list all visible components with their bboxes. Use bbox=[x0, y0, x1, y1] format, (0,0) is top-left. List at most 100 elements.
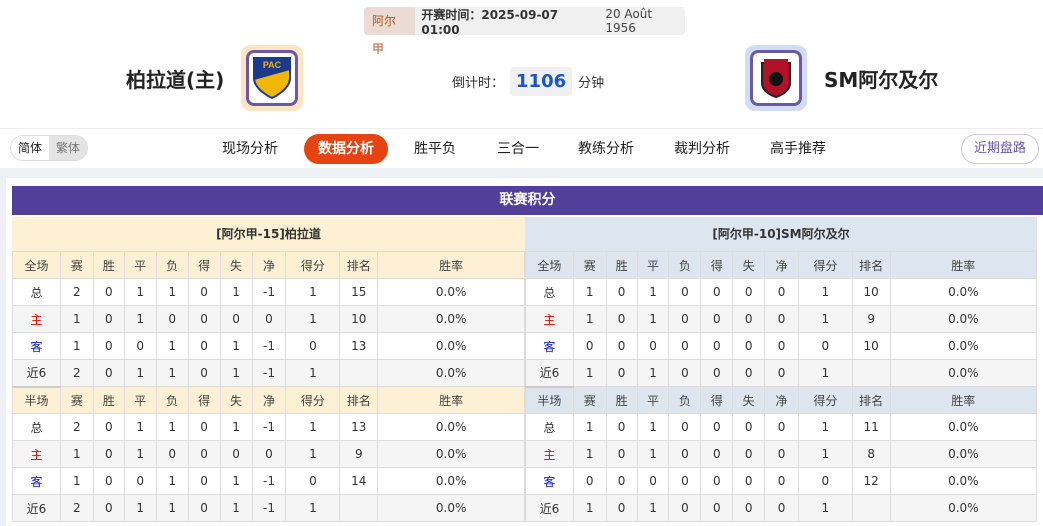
away-team-logo[interactable] bbox=[745, 45, 807, 111]
countdown-unit: 分钟 bbox=[578, 76, 605, 91]
column-header: 胜 bbox=[92, 251, 125, 279]
row-label: 客 bbox=[525, 467, 574, 495]
table-cell: 0 bbox=[798, 467, 853, 495]
column-header: 得 bbox=[700, 251, 734, 279]
table-row: 主 1 0 1 0 0 0 0 1 9 0.0% bbox=[12, 440, 525, 468]
table-cell: 1 bbox=[572, 413, 607, 441]
table-cell: 1 bbox=[798, 305, 853, 333]
home-team-logo[interactable]: PAC bbox=[241, 45, 303, 111]
table-cell: 0.0% bbox=[377, 494, 525, 522]
column-header: 胜 bbox=[92, 386, 125, 414]
table-cell: 0 bbox=[732, 278, 766, 306]
away-team-name[interactable]: SM阿尔及尔 bbox=[824, 68, 939, 92]
recent-odds-button[interactable]: 近期盘路 bbox=[960, 134, 1039, 164]
table-cell: 10 bbox=[851, 278, 891, 306]
countdown-value: 1106 bbox=[510, 67, 573, 96]
language-toggle[interactable]: 简体 繁体 bbox=[10, 135, 89, 161]
table-cell: 0 bbox=[187, 494, 221, 522]
table-cell: 0 bbox=[764, 332, 799, 360]
column-header: 赛 bbox=[59, 251, 94, 279]
column-header: 得分 bbox=[285, 386, 341, 414]
table-cell: 1 bbox=[219, 413, 253, 441]
table-cell: 1 bbox=[123, 359, 157, 387]
table-cell: 1 bbox=[798, 494, 853, 522]
table-cell: 1 bbox=[285, 413, 341, 441]
table-cell: 0 bbox=[732, 440, 766, 468]
table-cell: 0 bbox=[700, 359, 734, 387]
table-cell: 1 bbox=[572, 359, 607, 387]
table-cell: 0 bbox=[732, 305, 766, 333]
table-cell: -1 bbox=[251, 494, 287, 522]
tab-expert-picks[interactable]: 高手推荐 bbox=[770, 141, 826, 157]
table-cell: 0 bbox=[764, 278, 799, 306]
column-header: 失 bbox=[219, 386, 253, 414]
table-cell: 0 bbox=[187, 359, 221, 387]
tab-data-analysis[interactable]: 数据分析 bbox=[304, 134, 388, 164]
full-header-row: 全场赛胜平负得失净得分 排名 胜率 bbox=[525, 251, 1038, 279]
column-header: 胜率 bbox=[377, 386, 525, 414]
table-cell: 0 bbox=[285, 332, 341, 360]
table-cell: 1 bbox=[155, 413, 189, 441]
table-cell: 1 bbox=[636, 413, 670, 441]
row-label: 近6 bbox=[525, 359, 574, 387]
table-cell: 0 bbox=[764, 359, 799, 387]
table-cell: 0 bbox=[636, 467, 670, 495]
column-header: 得 bbox=[187, 386, 221, 414]
table-cell: 0 bbox=[668, 332, 702, 360]
table-cell: 1 bbox=[123, 494, 157, 522]
table-cell: -1 bbox=[251, 359, 287, 387]
table-cell: 0 bbox=[668, 440, 702, 468]
table-cell: 0 bbox=[668, 305, 702, 333]
table-cell: 0.0% bbox=[889, 440, 1038, 468]
row-label: 近6 bbox=[525, 494, 574, 522]
table-cell: 0 bbox=[700, 278, 734, 306]
tab-live-analysis[interactable]: 现场分析 bbox=[222, 141, 278, 157]
tab-referee-analysis[interactable]: 裁判分析 bbox=[674, 141, 730, 157]
table-cell: 0 bbox=[187, 332, 221, 360]
full-header-row: 全场赛胜平负得失净得分 排名 胜率 bbox=[12, 251, 525, 279]
table-cell: 0 bbox=[92, 467, 125, 495]
column-header: 净 bbox=[764, 386, 799, 414]
table-row: 主 1 0 1 0 0 0 0 1 10 0.0% bbox=[12, 305, 525, 333]
table-cell: 0 bbox=[605, 278, 638, 306]
row-label: 客 bbox=[525, 332, 574, 360]
tab-three-in-one[interactable]: 三合一 bbox=[497, 141, 539, 157]
column-header: 赛 bbox=[59, 386, 94, 414]
table-row: 客 1 0 0 1 0 1 -1 0 13 0.0% bbox=[12, 332, 525, 360]
table-cell: 0 bbox=[605, 467, 638, 495]
row-label: 客 bbox=[12, 467, 61, 495]
tab-win-draw-loss[interactable]: 胜平负 bbox=[414, 141, 456, 157]
column-header: 失 bbox=[732, 386, 766, 414]
table-cell: 1 bbox=[59, 467, 94, 495]
tab-coach-analysis[interactable]: 教练分析 bbox=[578, 141, 634, 157]
table-cell: 0.0% bbox=[889, 359, 1038, 387]
table-row: 主 1 0 1 0 0 0 0 1 9 0.0% bbox=[525, 305, 1038, 333]
table-row: 近6 1 0 1 0 0 0 0 1 0.0% bbox=[525, 494, 1038, 522]
column-header: 排名 bbox=[339, 251, 379, 279]
countdown: 倒计时： 1106 分钟 bbox=[452, 67, 604, 96]
table-cell: 0.0% bbox=[889, 278, 1038, 306]
home-team-name[interactable]: 柏拉道(主) bbox=[126, 68, 225, 92]
table-cell: 0 bbox=[187, 305, 221, 333]
lang-traditional[interactable]: 繁体 bbox=[49, 136, 88, 160]
table-cell: 1 bbox=[219, 359, 253, 387]
table-cell: 0.0% bbox=[889, 413, 1038, 441]
table-cell: 1 bbox=[155, 359, 189, 387]
table-cell: 2 bbox=[59, 359, 94, 387]
lang-simplified[interactable]: 简体 bbox=[11, 136, 50, 160]
column-header: 净 bbox=[251, 386, 287, 414]
table-cell: 10 bbox=[851, 332, 891, 360]
table-cell: 10 bbox=[339, 305, 379, 333]
table-cell: 0 bbox=[92, 413, 125, 441]
column-header: 负 bbox=[155, 386, 189, 414]
table-cell: 0.0% bbox=[377, 332, 525, 360]
table-cell: 0 bbox=[187, 278, 221, 306]
match-info-bar: 阿尔甲 开赛时间：2025-09-07 01:00 20 Août 1956 bbox=[364, 7, 685, 56]
table-row: 总 2 0 1 1 0 1 -1 1 15 0.0% bbox=[12, 278, 525, 306]
table-cell: 0 bbox=[668, 467, 702, 495]
column-header: 胜率 bbox=[889, 251, 1038, 279]
shield-icon: PAC bbox=[253, 57, 291, 100]
league-badge[interactable]: 阿尔甲 bbox=[364, 7, 416, 56]
table-cell: 0 bbox=[764, 467, 799, 495]
home-standings: [阿尔甲-15]柏拉道 全场赛胜平负得失净得分 排名 胜率总 2 0 1 1 0 1 -1 1 15 0… bbox=[12, 217, 525, 522]
